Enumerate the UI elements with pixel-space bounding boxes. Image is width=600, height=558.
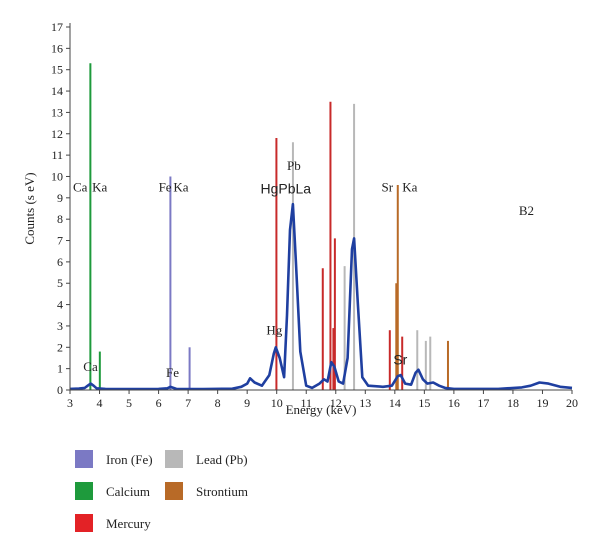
- legend-swatch: [165, 482, 183, 500]
- y-tick-label: 5: [57, 276, 63, 290]
- y-tick-label: 4: [57, 298, 63, 312]
- legend-label: Strontium: [196, 484, 248, 499]
- y-tick-label: 7: [57, 234, 63, 248]
- x-tick-label: 14: [389, 396, 401, 410]
- axes: 3 4 5 6 7 8 9 10 11 12 13 14 15 16 17 18 19 2001234567891…: [51, 20, 578, 410]
- y-axis-title: Counts (s eV): [22, 172, 37, 244]
- x-tick-label: 6: [156, 396, 162, 410]
- x-tick-label: 18: [507, 396, 519, 410]
- legend-swatch: [75, 514, 93, 532]
- x-tick-label: 17: [477, 396, 489, 410]
- x-tick-label: 3: [67, 396, 73, 410]
- peak-annotation: Sr: [382, 179, 394, 194]
- legend-label: Iron (Fe): [106, 452, 153, 467]
- legend: Iron (Fe) Lead (Pb) Calcium Strontium Mercur…: [75, 450, 248, 532]
- x-tick-label: 8: [215, 396, 221, 410]
- x-tick-label: 19: [536, 396, 548, 410]
- legend-label: Calcium: [106, 484, 150, 499]
- peak-annotation: Hg: [266, 322, 282, 337]
- y-tick-label: 12: [51, 127, 63, 141]
- x-tick-label: 4: [97, 396, 103, 410]
- y-tick-label: 9: [57, 191, 63, 205]
- y-tick-label: 17: [51, 20, 63, 34]
- y-tick-label: 11: [51, 148, 63, 162]
- x-tick-label: 13: [359, 396, 371, 410]
- peak-annotation: Ka: [92, 179, 107, 194]
- legend-swatch: [75, 450, 93, 468]
- legend-swatch: [75, 482, 93, 500]
- peak-annotation: Ca: [83, 359, 98, 374]
- x-tick-label: 7: [185, 396, 191, 410]
- y-tick-label: 8: [57, 212, 63, 226]
- x-axis-title: Energy (keV): [286, 402, 357, 417]
- x-tick-label: 12: [330, 396, 342, 410]
- x-tick-label: 9: [244, 396, 250, 410]
- legend-label: Mercury: [106, 516, 151, 531]
- peak-annotation: Ka: [402, 179, 417, 194]
- x-tick-label: 5: [126, 396, 132, 410]
- y-tick-label: 16: [51, 41, 63, 55]
- peak-annotation: Pb: [287, 158, 301, 173]
- x-tick-label: 20: [566, 396, 578, 410]
- x-tick-label: 15: [418, 396, 430, 410]
- peak-annotation: Fe: [159, 179, 172, 194]
- peak-annotation: Ca: [73, 179, 88, 194]
- legend-swatch: [165, 450, 183, 468]
- legend-label: Lead (Pb): [196, 452, 248, 467]
- x-tick-label: 10: [271, 396, 283, 410]
- y-tick-label: 0: [57, 383, 63, 397]
- y-tick-label: 6: [57, 255, 63, 269]
- peak-annotation: Sr: [393, 351, 407, 367]
- x-tick-label: 11: [300, 396, 312, 410]
- y-tick-label: 3: [57, 319, 63, 333]
- y-tick-label: 2: [57, 340, 63, 354]
- y-tick-label: 13: [51, 105, 63, 119]
- spectrum-curve: [69, 202, 573, 391]
- y-tick-label: 10: [51, 169, 63, 183]
- peak-annotation: Fe: [166, 365, 179, 380]
- peak-annotation: HgPbLa: [260, 181, 311, 197]
- y-tick-label: 1: [57, 362, 63, 376]
- y-tick-label: 15: [51, 63, 63, 77]
- y-tick-label: 14: [51, 84, 63, 98]
- peak-annotation: B2: [519, 203, 534, 218]
- x-tick-label: 16: [448, 396, 460, 410]
- peak-annotation: Ka: [173, 179, 188, 194]
